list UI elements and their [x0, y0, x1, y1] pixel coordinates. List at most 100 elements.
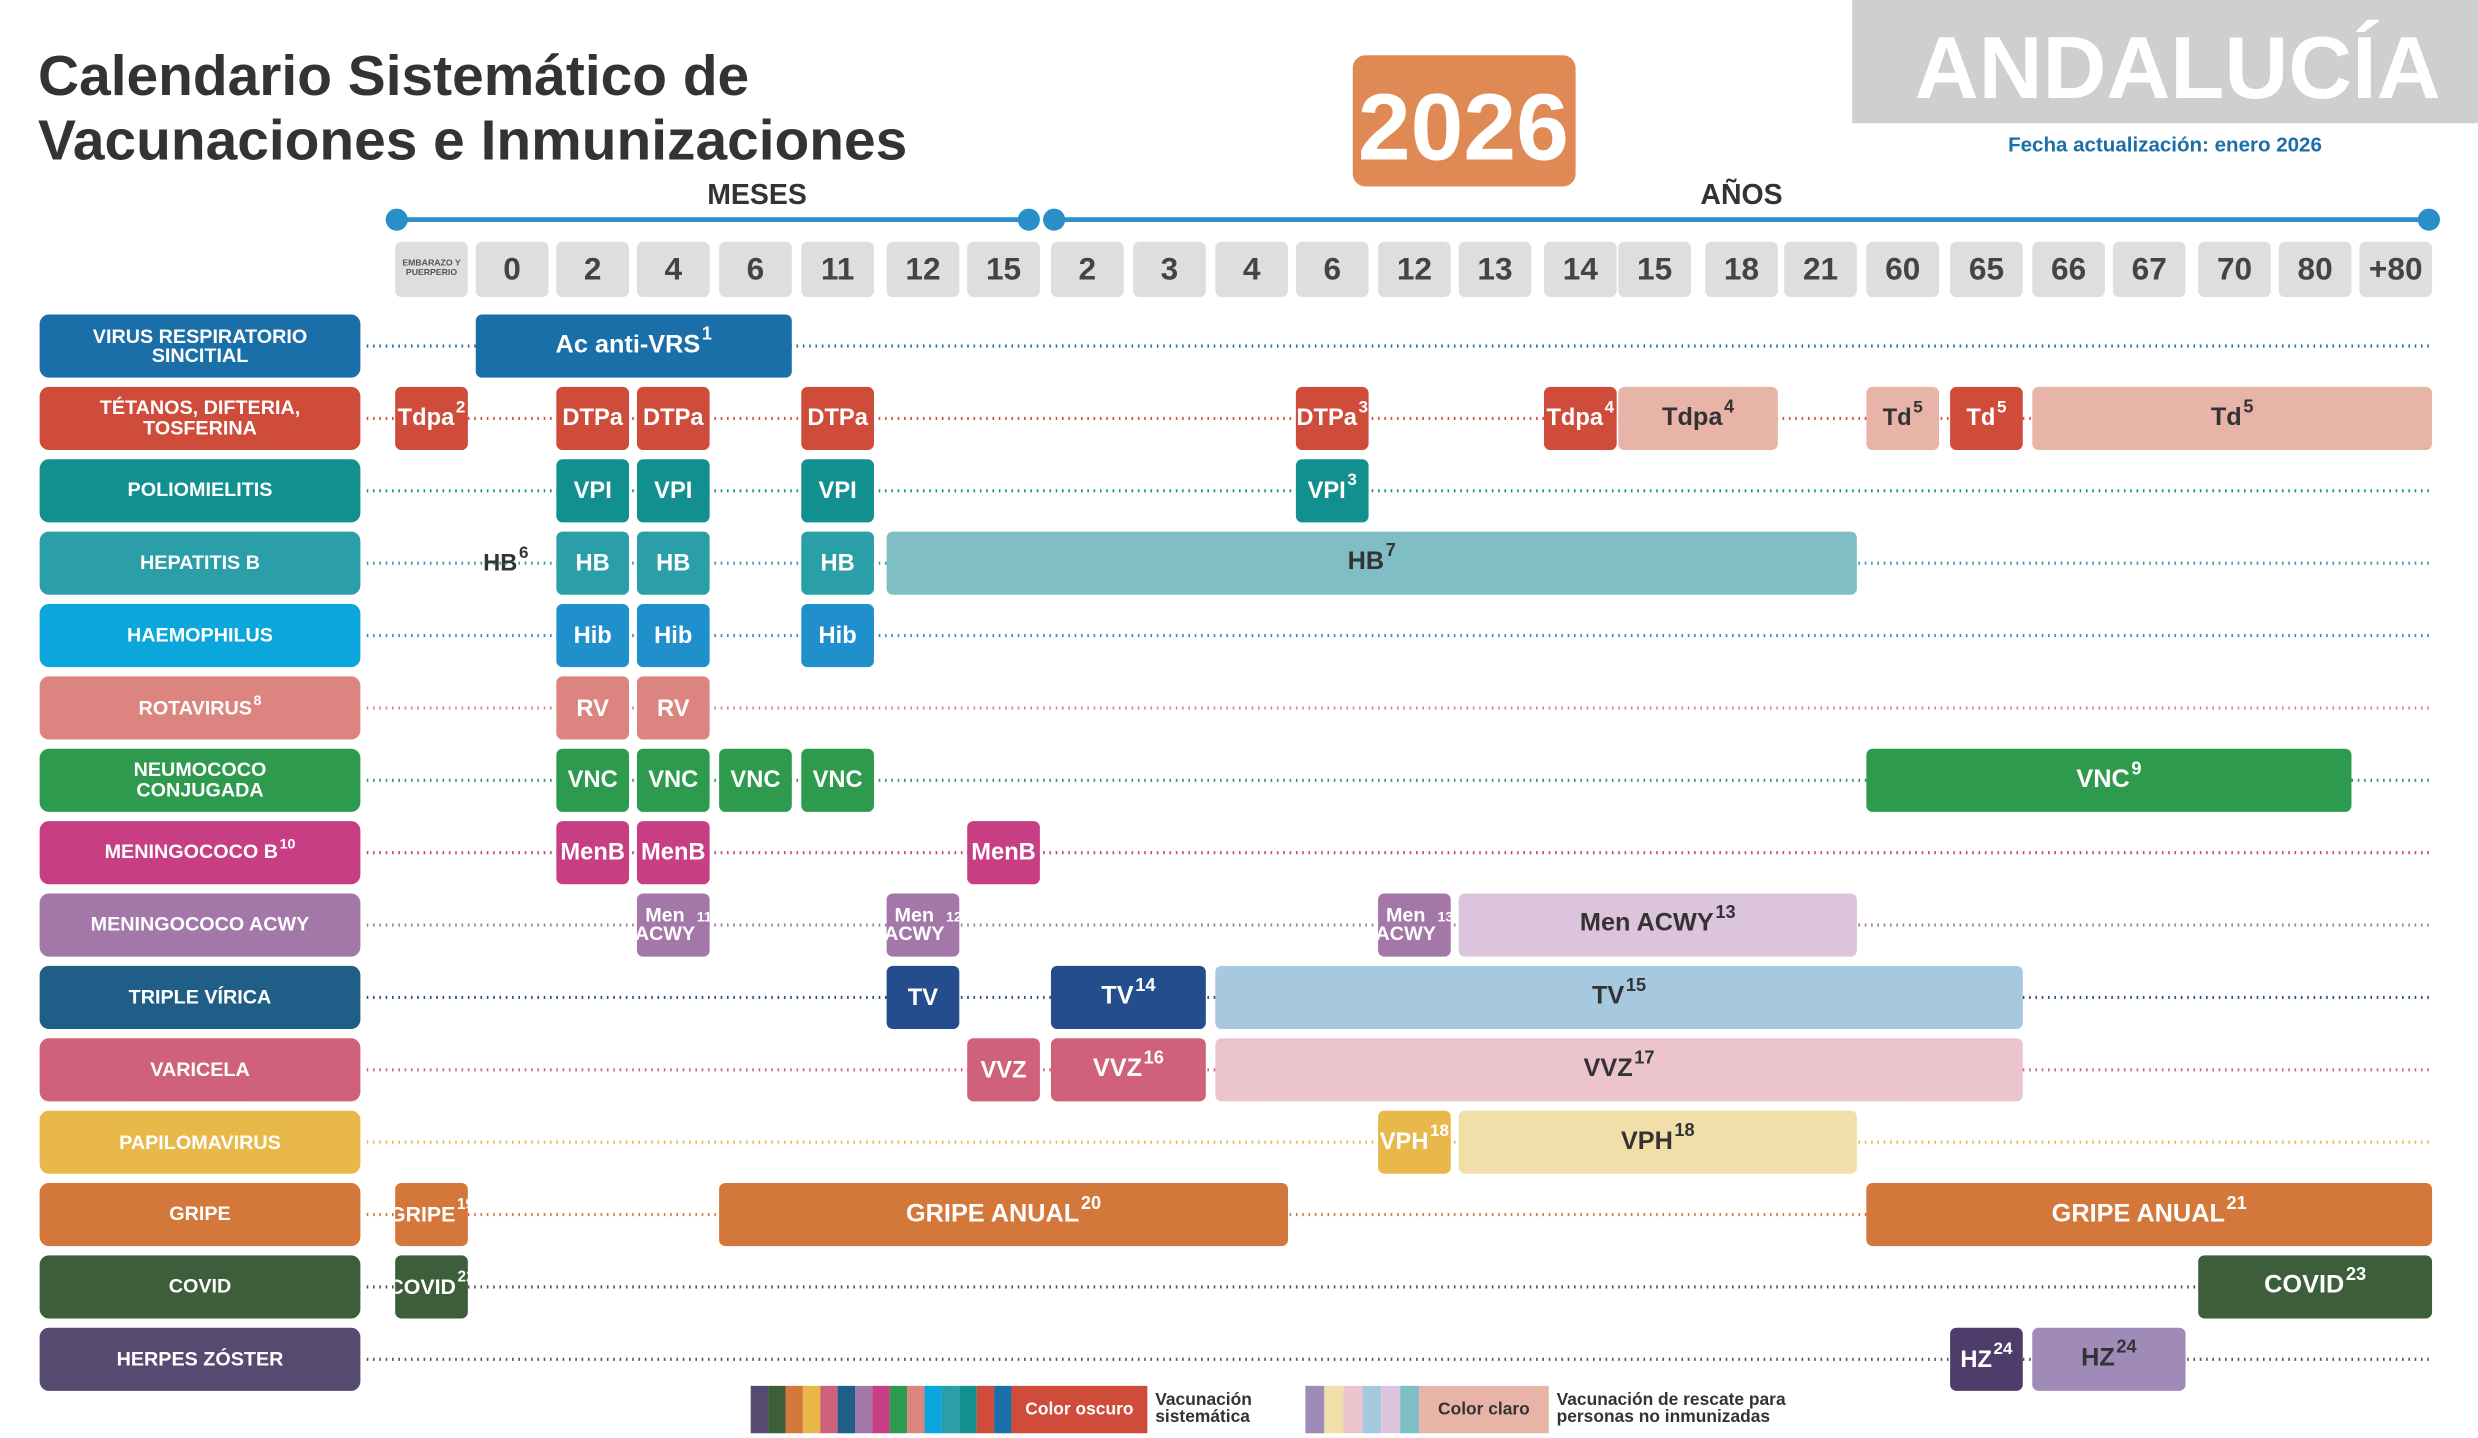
- legend-key-label-box: Color oscuro: [1011, 1386, 1147, 1433]
- vaccine-label-text: VVZ: [1092, 1055, 1143, 1083]
- row-label-text: VIRUS RESPIRATORIO SINCITIAL: [92, 324, 308, 367]
- column-header: [1215, 241, 1288, 298]
- vaccine-label-text: TV: [1591, 983, 1625, 1011]
- vaccine-label-box: Ac anti-VRS 1: [476, 314, 792, 377]
- timeline: [385, 208, 2440, 231]
- vaccine-label: TV 14: [1101, 977, 1155, 1011]
- row-label-text: GRIPE: [169, 1203, 231, 1226]
- legend-swatch: [1343, 1385, 1363, 1434]
- vaccine-label: HB 7: [1348, 543, 1396, 575]
- vaccine-label: Td 5: [1866, 387, 1939, 450]
- vaccine-label-text: MenB: [971, 839, 1036, 867]
- vaccine-label: DTPa: [643, 407, 704, 431]
- row-label-box: GRIPE: [44, 1183, 355, 1246]
- vaccine-block: [801, 748, 874, 812]
- vaccine-label-box: VVZ 16: [1051, 1038, 1206, 1101]
- column-label-box: 12: [887, 242, 960, 297]
- footnote-ref: 1: [701, 325, 712, 345]
- vaccine-label-text: GRIPE: [395, 1202, 456, 1227]
- vaccine-label-text: VPI: [818, 477, 857, 505]
- legend-swatch: [802, 1385, 821, 1434]
- legend-swatch: [837, 1385, 856, 1434]
- axis-label: AÑOS: [1700, 179, 1782, 211]
- vaccine-label-text: Men ACWY: [1579, 910, 1714, 938]
- footnote-ref: 5: [2243, 397, 2254, 417]
- legend-swatch: [889, 1385, 908, 1434]
- column-label: 4: [637, 242, 710, 297]
- row-label-box: ROTAVIRUS 8: [44, 676, 355, 739]
- legend-swatch: [959, 1385, 977, 1434]
- vaccine-label-text: VNC: [730, 766, 781, 794]
- vaccine-label: MenB: [971, 839, 1036, 867]
- column-label-box: 13: [1459, 242, 1532, 297]
- row-label: GRIPE: [44, 1183, 355, 1246]
- vaccine-label-text: TV: [1101, 983, 1134, 1011]
- vaccine-label-box: GRIPE ANUAL 21: [1866, 1183, 2432, 1246]
- footnote-ref: 8: [253, 691, 262, 708]
- row-label: MENINGOCOCO ACWY: [91, 915, 310, 934]
- column-header: [967, 241, 1040, 298]
- footnote-ref: 21: [2226, 1193, 2247, 1213]
- row-label-box: COVID: [44, 1255, 355, 1318]
- vaccine-label: TV 15: [1591, 977, 1646, 1011]
- vaccine-block: [1618, 386, 1778, 451]
- vaccine-block: [395, 1255, 468, 1319]
- vaccine-block: [556, 459, 630, 523]
- column-label-box: 4: [1215, 242, 1288, 297]
- vaccine-label-text: VNC: [648, 766, 699, 794]
- column-label: 6: [747, 254, 765, 286]
- vaccine-block: [801, 531, 874, 595]
- vaccine-label: Hib: [574, 624, 612, 648]
- column-label-box: 4: [637, 242, 710, 297]
- row-label: HEPATITIS B: [140, 553, 260, 572]
- column-label-box: 80: [2279, 242, 2352, 297]
- legend-swatch: [750, 1385, 769, 1434]
- row-label-bg: [39, 893, 361, 957]
- vaccine-label: DTPa: [807, 407, 868, 431]
- legend-swatch: [855, 1385, 873, 1434]
- region: ANDALUCÍA: [1915, 18, 2441, 117]
- vaccine-label: Tdpa 4: [1662, 398, 1734, 432]
- vaccine-label-box: Td 5: [1866, 387, 1939, 450]
- vaccine-label-text: VPI: [1307, 477, 1346, 505]
- vaccine-label: VVZ 17: [1584, 1050, 1655, 1082]
- vaccine-label: HB: [556, 532, 629, 595]
- column-label-box: 12: [1378, 242, 1451, 297]
- column-header: [1543, 241, 1617, 298]
- column-header: [1618, 241, 1691, 298]
- column-label-text: 6: [1323, 252, 1342, 287]
- vaccine-block: [1950, 1327, 2023, 1391]
- vaccine-label-text: DTPa: [1296, 405, 1357, 432]
- footnote-ref: 24: [2116, 1338, 2137, 1358]
- vaccine-label: Men ACWY12: [887, 905, 960, 945]
- vaccine-block: [636, 676, 710, 740]
- year: 2026: [1358, 75, 1569, 181]
- vaccine-label-text: VNC: [567, 766, 618, 794]
- vaccine-block: [1378, 893, 1451, 957]
- vaccine-label-text: VPH: [1620, 1127, 1673, 1155]
- column-label: +80: [2369, 254, 2423, 286]
- column-label-text: 60: [1885, 252, 1921, 287]
- row-label-bg: [39, 676, 361, 740]
- legend-key-label-box: Color claro: [1419, 1386, 1549, 1433]
- vaccine-label-text: Tdpa: [1662, 404, 1723, 432]
- column-header: [801, 241, 874, 298]
- vaccine-label-box: HB: [801, 532, 874, 595]
- vaccine-label: Tdpa 2: [398, 400, 466, 430]
- column-label-text: 12: [905, 252, 941, 287]
- vaccine-label: VVZ 16: [1051, 1038, 1206, 1101]
- vaccine-label-box: GRIPE19: [395, 1183, 468, 1246]
- column-label-box: 18: [1705, 242, 1778, 297]
- vaccine-label-text: VPI: [573, 477, 612, 505]
- legend-desc-box: Vacunación sistemática: [1155, 1386, 1297, 1433]
- vaccine-label-box: HB: [556, 532, 629, 595]
- column-header: [1784, 241, 1857, 298]
- vaccine-label-box: RV: [637, 676, 710, 739]
- vaccine-block: [2032, 1327, 2186, 1391]
- column-label-box: 14: [1544, 242, 1617, 297]
- column-header: [2032, 241, 2105, 298]
- row-label-bg: [39, 459, 361, 523]
- vaccine-block: [636, 603, 710, 668]
